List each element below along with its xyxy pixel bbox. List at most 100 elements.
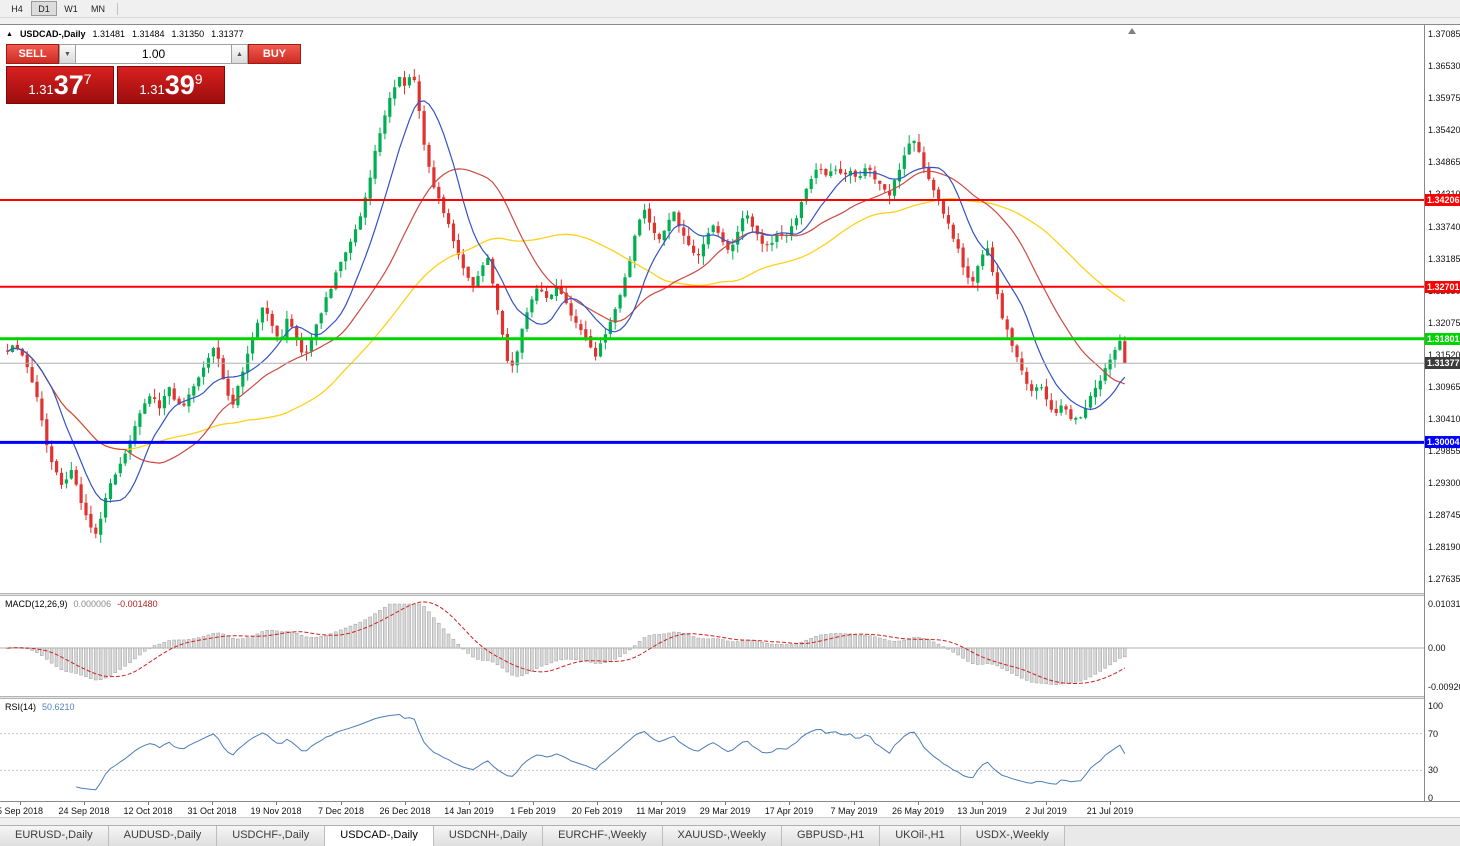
current-price-badge: 1.31377: [1425, 357, 1460, 369]
macd-chart[interactable]: [0, 596, 1424, 696]
macd-header: MACD(12,26,9) 0.000006 -0.001480: [5, 599, 158, 609]
price-axis-label: 1.29300: [1428, 478, 1460, 488]
price-axis-label: 1.27635: [1428, 574, 1460, 584]
price-axis-label: 1.35975: [1428, 93, 1460, 103]
chart-shift-marker: [1128, 28, 1136, 34]
chart-window: ▲ USDCAD-,Daily 1.31481 1.31484 1.31350 …: [0, 24, 1460, 818]
buy-price-main: 39: [164, 69, 195, 100]
ohlc-open: 1.31481: [92, 29, 125, 39]
price-axis-label: 1.31520: [1428, 350, 1460, 360]
date-tick: [725, 802, 726, 805]
date-axis-label: 19 Nov 2018: [250, 806, 302, 816]
price-axis-label: 1.35420: [1428, 125, 1460, 135]
macd-axis-label: 0.010311: [1428, 599, 1460, 609]
level-price-badge: 1.34206: [1425, 194, 1460, 206]
volume-input[interactable]: [76, 44, 231, 64]
tab-ukoil-h1[interactable]: UKOil-,H1: [880, 826, 961, 846]
collapse-panel-icon[interactable]: ▲: [6, 30, 13, 38]
tab-gbpusd-h1[interactable]: GBPUSD-,H1: [781, 826, 881, 846]
sell-button[interactable]: SELL: [6, 44, 59, 64]
tab-xauusd-weekly[interactable]: XAUUSD-,Weekly: [662, 826, 782, 846]
rsi-axis-label: 30: [1428, 765, 1439, 775]
date-axis-label: 1 Feb 2019: [510, 806, 556, 816]
macd-axis-label: 0.00: [1428, 643, 1446, 653]
date-axis-label: 31 Oct 2018: [187, 806, 237, 816]
date-axis-label: 11 Mar 2019: [636, 806, 686, 816]
sell-price-main: 37: [53, 69, 84, 100]
date-axis-label: 5 Sep 2018: [0, 806, 44, 816]
level-price-badge: 1.31801: [1425, 333, 1460, 345]
candlestick-chart[interactable]: [0, 25, 1424, 593]
chart-tab-bar: EURUSD-,Daily AUDUSD-,Daily USDCHF-,Daily U…: [0, 825, 1460, 846]
panel-splitter[interactable]: [0, 696, 1460, 699]
date-axis-label: 7 Dec 2018: [317, 806, 365, 816]
date-axis-label: 26 May 2019: [891, 806, 945, 816]
date-tick: [1110, 802, 1111, 805]
date-tick: [1046, 802, 1047, 805]
rsi-chart[interactable]: [0, 699, 1424, 801]
date-tick: [148, 802, 149, 805]
date-tick: [918, 802, 919, 805]
rsi-axis-label: 70: [1428, 729, 1439, 739]
macd-panel[interactable]: MACD(12,26,9) 0.000006 -0.001480: [0, 596, 1424, 696]
date-axis-label: 21 Jul 2019: [1086, 806, 1134, 816]
tab-eurchf-weekly[interactable]: EURCHF-,Weekly: [543, 826, 663, 846]
date-axis-label: 17 Apr 2019: [764, 806, 814, 816]
tab-eurusd-daily[interactable]: EURUSD-,Daily: [0, 826, 109, 846]
date-tick: [84, 802, 85, 805]
symbol-title: USDCAD-,Daily: [19, 29, 86, 39]
date-tick: [533, 802, 534, 805]
date-tick: [20, 802, 21, 805]
panel-splitter[interactable]: [0, 593, 1460, 596]
date-axis-label: 24 Sep 2018: [58, 806, 110, 816]
rsi-panel[interactable]: RSI(14) 50.6210: [0, 699, 1424, 801]
timeframe-button-w1[interactable]: W1: [64, 3, 78, 14]
rsi-value: 50.6210: [42, 702, 75, 712]
tab-usdcad-daily[interactable]: USDCAD-,Daily: [325, 826, 434, 846]
tab-audusd-daily[interactable]: AUDUSD-,Daily: [108, 826, 218, 846]
price-axis-label: 1.28190: [1428, 542, 1460, 552]
tab-usdchf-daily[interactable]: USDCHF-,Daily: [217, 826, 326, 846]
date-tick: [661, 802, 662, 805]
price-axis-label: 1.32075: [1428, 318, 1460, 328]
price-axis-label: 1.34865: [1428, 157, 1460, 167]
date-axis-label: 26 Dec 2018: [379, 806, 431, 816]
date-tick: [597, 802, 598, 805]
price-axis-label: 1.30965: [1428, 382, 1460, 392]
date-tick: [276, 802, 277, 805]
ohlc-close: 1.31377: [211, 29, 244, 39]
price-axis[interactable]: 1.370851.365301.359751.354201.348651.343…: [1424, 25, 1460, 803]
price-chart-panel[interactable]: ▲ USDCAD-,Daily 1.31481 1.31484 1.31350 …: [0, 25, 1424, 593]
volume-decrease-button[interactable]: ▼: [59, 44, 76, 64]
buy-button[interactable]: BUY: [248, 44, 301, 64]
macd-axis-label: -0.009204: [1428, 682, 1460, 692]
rsi-axis-label: 0: [1428, 793, 1434, 803]
scroll-strip: [0, 817, 1460, 825]
buy-price-button[interactable]: 1.31 39 9: [117, 66, 225, 104]
volume-increase-button[interactable]: ▲: [231, 44, 248, 64]
date-tick: [341, 802, 342, 805]
date-axis-label: 2 Jul 2019: [1025, 806, 1067, 816]
level-price-badge: 1.30004: [1425, 436, 1460, 448]
sell-price-pip: 7: [83, 71, 92, 87]
timeframe-button-mn[interactable]: MN: [91, 3, 105, 14]
price-axis-label: 1.28745: [1428, 510, 1460, 520]
price-axis-label: 1.33740: [1428, 222, 1460, 232]
level-price-badge: 1.32701: [1425, 281, 1460, 293]
price-axis-label: 1.29855: [1428, 446, 1460, 456]
date-axis[interactable]: 5 Sep 2018 24 Sep 2018 12 Oct 2018 31 Oct 2…: [0, 801, 1460, 818]
rsi-header: RSI(14) 50.6210: [5, 702, 75, 712]
date-axis-label: 13 Jun 2019: [957, 806, 1007, 816]
rsi-title: RSI(14): [5, 702, 37, 712]
date-tick: [854, 802, 855, 805]
timeframe-button-h4[interactable]: H4: [11, 3, 23, 14]
ohlc-low: 1.31350: [171, 29, 205, 39]
timeframe-button-d1[interactable]: D1: [31, 1, 57, 16]
rsi-axis-label: 100: [1428, 701, 1444, 711]
sell-price-button[interactable]: 1.31 37 7: [6, 66, 114, 104]
date-axis-label: 14 Jan 2019: [444, 806, 494, 816]
tab-usdcnh-daily[interactable]: USDCNH-,Daily: [433, 826, 544, 846]
tab-usdx-weekly[interactable]: USDX-,Weekly: [960, 826, 1065, 846]
date-tick: [982, 802, 983, 805]
